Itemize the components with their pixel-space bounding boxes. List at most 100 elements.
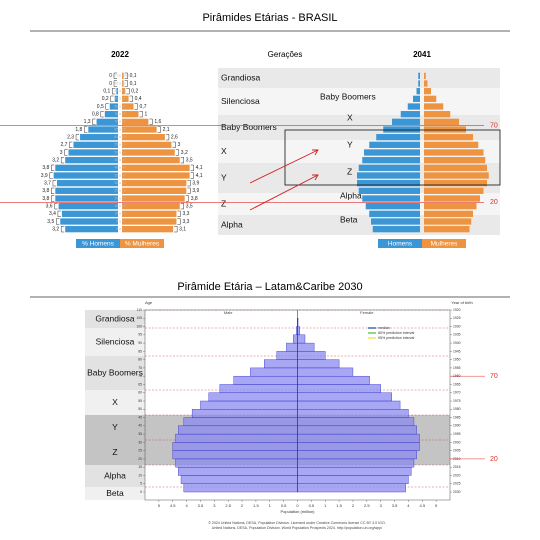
marker-label: 70 (490, 123, 498, 130)
y-tick-label: 40 (138, 424, 142, 428)
bar (122, 149, 175, 156)
generation-band (85, 328, 145, 356)
charts: Grandiosa Silenciosa Baby Boomers X Y Z Alpha 2… (0, 50, 501, 514)
y-tick-label: 95 (138, 333, 142, 337)
generation-label: Baby Boomers (87, 367, 143, 377)
label-bracket (54, 203, 58, 210)
bar (208, 392, 298, 402)
age-label: 20 a 24 (114, 196, 125, 200)
age-label: 80 a 84 (114, 104, 125, 108)
bar (424, 134, 473, 141)
bar (53, 172, 118, 179)
y-tick-label: 30 (138, 440, 142, 444)
y2-tick-label: 1980 (453, 407, 461, 411)
legend-label: % Mulheres (125, 241, 160, 248)
bar (122, 118, 149, 125)
label-bracket (69, 141, 73, 148)
age-label: 75 a 79 (114, 112, 125, 116)
bar (122, 180, 187, 187)
y-tick-label: 15 (138, 465, 142, 469)
x-tick-label: 0.5 (281, 503, 287, 508)
y2-tick-label: 1990 (453, 424, 461, 428)
value-label: 4,1 (196, 173, 203, 179)
value-label: 1,3 (84, 119, 91, 125)
x-axis-title: Population (million) (280, 509, 315, 514)
x-tick-label: 1 (269, 503, 272, 508)
bar (68, 149, 118, 156)
bar (297, 342, 315, 352)
bar (297, 351, 326, 360)
bar (122, 134, 165, 141)
value-label: 0,8 (92, 111, 99, 117)
value-label: 0,2 (131, 88, 138, 94)
label-bracket (56, 218, 60, 225)
y2-tick-label: 1985 (453, 415, 461, 419)
bar (122, 95, 129, 102)
age-label: 5 a 9 (116, 219, 124, 223)
y-tick-label: 55 (138, 399, 142, 403)
bar (293, 334, 298, 344)
value-label: 3,2 (52, 226, 59, 232)
bar (122, 141, 172, 148)
x-tick-label: 0.5 (309, 503, 315, 508)
label-bracket (149, 118, 153, 125)
bar (424, 80, 428, 87)
value-label: 0 (109, 73, 112, 79)
legend-label: % Homens (82, 241, 115, 248)
bar (114, 95, 118, 102)
bar (424, 172, 489, 179)
bar (376, 134, 420, 141)
marker-label: 20 (490, 456, 498, 463)
bar (250, 367, 298, 377)
legend-label: median (378, 326, 390, 330)
bar (424, 164, 487, 171)
bar (122, 187, 187, 194)
age-label: 25 a 29 (114, 189, 125, 193)
y2-tick-label: 1940 (453, 341, 461, 345)
bar (297, 458, 415, 468)
value-label: 3,8 (42, 188, 49, 194)
value-label: 0 (109, 81, 112, 87)
bar (369, 210, 420, 217)
label-bracket (124, 80, 128, 87)
value-label: 3,9 (41, 173, 48, 179)
x-tick-label: 2.5 (364, 503, 370, 508)
generation-label: Grandiosa (95, 313, 134, 323)
y-tick-label: 65 (138, 382, 142, 386)
x-tick-label: 3 (380, 503, 383, 508)
y-tick-label: 10 (138, 473, 142, 477)
y2-tick-label: 1975 (453, 399, 461, 403)
x-tick-label: 4.5 (170, 503, 176, 508)
y2-axis-title: Year of birth (451, 300, 472, 305)
bar (175, 458, 298, 468)
bar (297, 334, 306, 344)
bar (392, 118, 420, 125)
bar (297, 425, 417, 435)
label-bracket (124, 72, 128, 79)
label-bracket (52, 180, 56, 187)
legend-label: Homens (388, 241, 413, 248)
label-bracket (57, 210, 61, 217)
x-tick-label: 4 (407, 503, 410, 508)
age-label: 35 a 39 (114, 173, 125, 177)
value-label: 3 (178, 142, 181, 148)
bar (413, 95, 420, 102)
bar (362, 157, 420, 164)
age-label: 45 a 49 (114, 158, 125, 162)
legend-swatch (76, 239, 120, 248)
bar (424, 103, 444, 110)
bar (55, 187, 118, 194)
label-bracket (129, 95, 133, 102)
label-bracket (112, 88, 116, 95)
bar (122, 80, 124, 87)
bar (264, 359, 298, 369)
bar (122, 72, 124, 79)
label-bracket (165, 134, 170, 141)
age-label: 85 a 89 (114, 97, 125, 101)
y-tick-label: 25 (138, 449, 142, 453)
x-tick-label: 1 (324, 503, 327, 508)
bar (297, 483, 406, 493)
label-bracket (126, 88, 130, 95)
age-label: 40 a 44 (114, 166, 125, 170)
bar (424, 157, 486, 164)
